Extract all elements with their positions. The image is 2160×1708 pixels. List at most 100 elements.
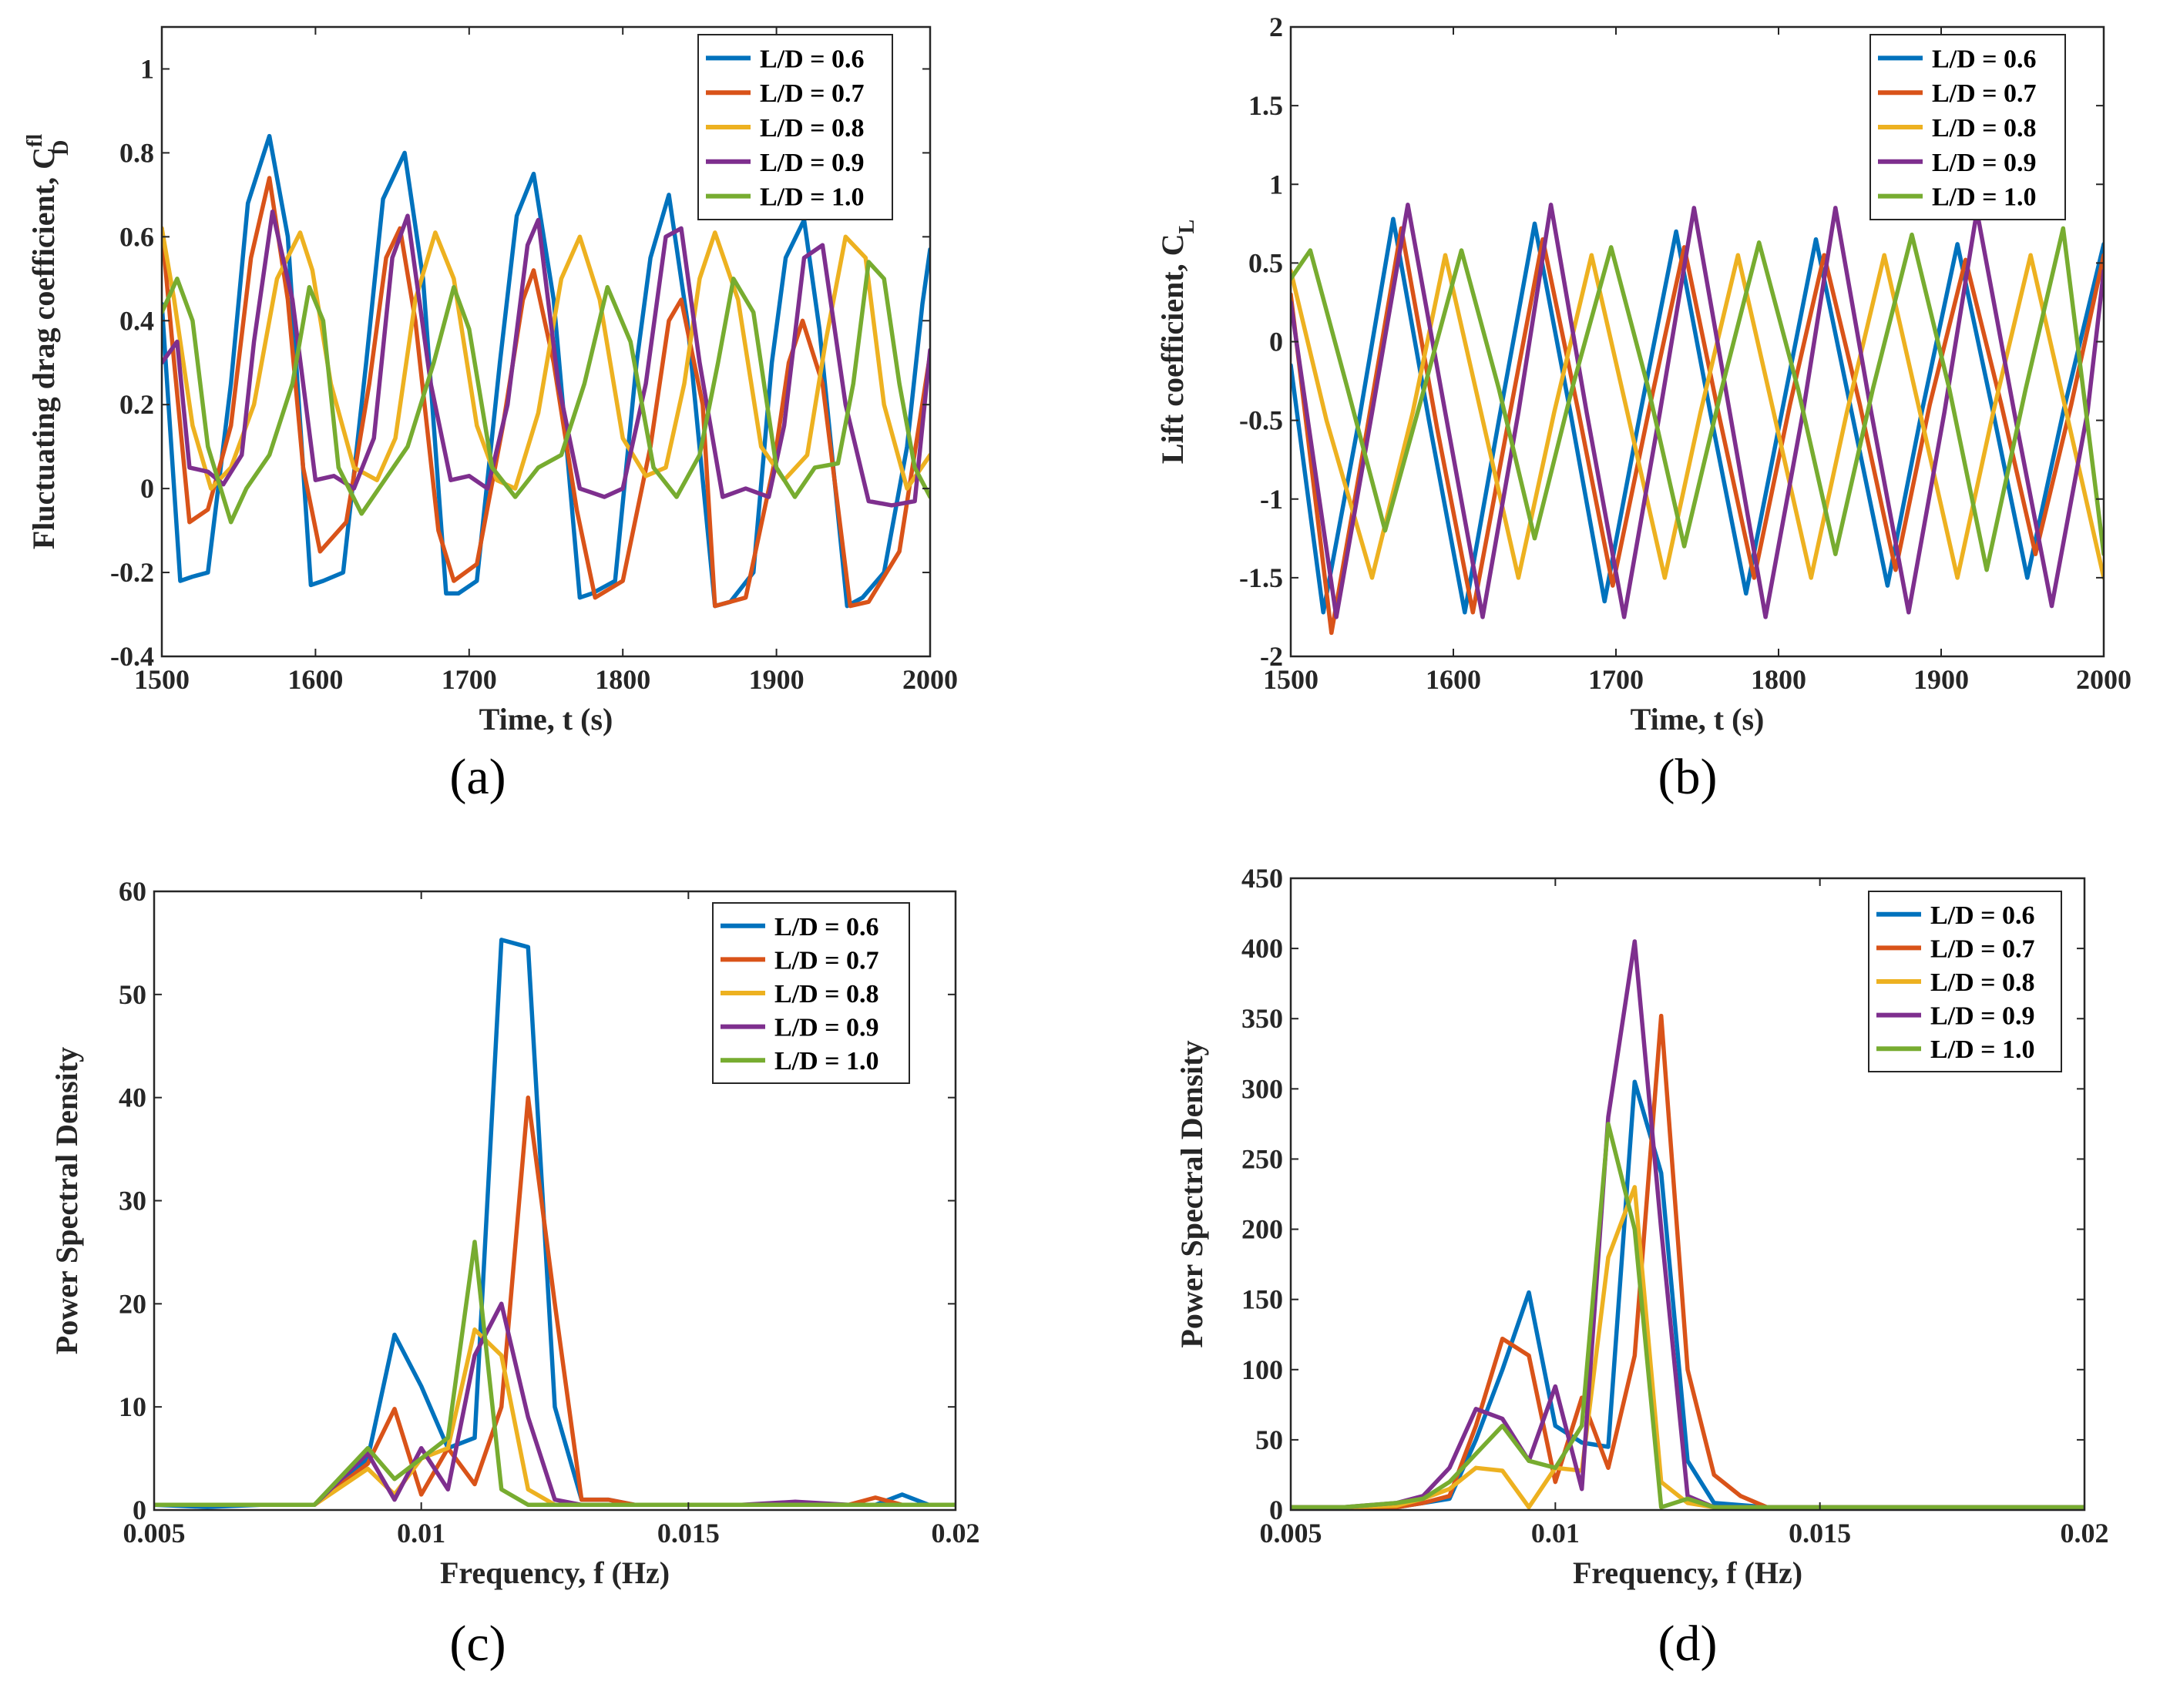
- y-tick-label: 0: [1269, 327, 1283, 357]
- legend-entry: L/D = 0.7: [760, 79, 865, 108]
- legend-entry: L/D = 0.9: [774, 1014, 879, 1042]
- series-line-a-3: [162, 209, 930, 508]
- y-tick-label: -2: [1260, 641, 1283, 672]
- series-line-c-1: [154, 1095, 956, 1508]
- legend-entry: L/D = 0.7: [1932, 79, 2037, 108]
- y-tick-label: 50: [1255, 1424, 1283, 1455]
- x-tick-label: 0.015: [1789, 1518, 1851, 1549]
- series-line-b-3: [1291, 203, 2104, 619]
- x-tick-label: 1800: [1751, 664, 1806, 695]
- legend-entry: L/D = 0.6: [1930, 901, 2035, 930]
- legend-entry: L/D = 0.6: [1932, 45, 2037, 73]
- legend-entry: L/D = 0.8: [1932, 114, 2037, 143]
- x-tick-label: 1900: [749, 664, 805, 695]
- legend-entry: L/D = 0.6: [760, 45, 865, 73]
- legend-entry: L/D = 0.8: [760, 114, 865, 143]
- y-tick-label: 1.5: [1248, 90, 1283, 121]
- y-tick-label: 30: [119, 1186, 146, 1216]
- y-tick-label: 400: [1241, 933, 1283, 964]
- y-tick-label: 200: [1241, 1214, 1283, 1245]
- chart-b: 1500 1600 1700 1800 1900 2000 -2 -1.5 -1 -0.5 0 0.5…: [1155, 12, 2131, 805]
- panel-label-b: (b): [1658, 749, 1718, 805]
- x-tick-label: 1900: [1913, 664, 1969, 695]
- y-tick-label: 0: [1269, 1495, 1283, 1525]
- x-tick-label: 0.01: [1531, 1518, 1580, 1549]
- x-axis-label: Time, t (s): [479, 702, 613, 737]
- x-tick-label: 1600: [1426, 664, 1481, 695]
- series-line-b-2: [1291, 253, 2104, 580]
- y-axis-label-sup: fl: [23, 134, 47, 147]
- legend-entry: L/D = 1.0: [774, 1047, 879, 1075]
- y-axis-label-main: Fluctuating drag coefficient, C: [26, 147, 61, 549]
- chart-c: 0.005 0.01 0.015 0.02 0 10 20 30 40 50 60 Frequency…: [49, 876, 980, 1672]
- panel-label-c: (c): [449, 1616, 506, 1672]
- x-tick-label: 0.015: [657, 1518, 720, 1549]
- y-tick-label: 0.8: [119, 137, 154, 168]
- y-tick-label: -0.5: [1239, 405, 1283, 436]
- y-tick-label: -1.5: [1239, 562, 1283, 593]
- series-line-b-1: [1291, 226, 2104, 636]
- y-tick-label: -0.2: [110, 557, 154, 588]
- series-group-b: [1291, 203, 2104, 636]
- y-tick-label: 0.6: [119, 221, 154, 252]
- y-tick-label: 250: [1241, 1143, 1283, 1174]
- x-axis-label: Frequency, f (Hz): [440, 1555, 670, 1590]
- legend-entry: L/D = 0.9: [1930, 1002, 2035, 1031]
- y-axis-label: Power Spectral Density: [1174, 1040, 1209, 1347]
- panel-label-d: (d): [1658, 1616, 1718, 1672]
- axes-box-d: [1289, 877, 2086, 1512]
- y-axis-label-sub: L: [1175, 220, 1199, 234]
- y-tick-label: 60: [119, 876, 146, 907]
- x-tick-label: 1600: [287, 664, 343, 695]
- x-tick-label: 1800: [595, 664, 650, 695]
- x-axis-label: Frequency, f (Hz): [1573, 1555, 1802, 1590]
- x-tick-label: 0.02: [932, 1518, 980, 1549]
- legend-entry: L/D = 1.0: [1932, 183, 2037, 212]
- y-tick-label: 40: [119, 1082, 146, 1113]
- y-tick-label: 1: [1269, 169, 1283, 200]
- y-tick-label: 450: [1241, 863, 1283, 894]
- series-line-c-2: [154, 1327, 956, 1508]
- y-tick-label: 1: [140, 53, 154, 84]
- y-tick-label: 0.2: [119, 389, 154, 420]
- x-tick-label: 0.005: [1260, 1518, 1322, 1549]
- legend-a: L/D = 0.6 L/D = 0.7 L/D = 0.8 L/D = 0.9 L/D …: [697, 34, 893, 220]
- legend-entry: L/D = 1.0: [760, 183, 865, 212]
- axes-box-a: [160, 25, 932, 658]
- x-tick-label: 1500: [1263, 664, 1319, 695]
- legend-b: L/D = 0.6 L/D = 0.7 L/D = 0.8 L/D = 0.9 L/D …: [1869, 34, 2066, 220]
- legend-entry: L/D = 1.0: [1930, 1035, 2035, 1064]
- legend-c: L/D = 0.6 L/D = 0.7 L/D = 0.8 L/D = 0.9 L/D …: [712, 902, 910, 1084]
- panel-label-a: (a): [449, 749, 506, 805]
- y-axis-label: Power Spectral Density: [49, 1047, 84, 1354]
- y-tick-label: -1: [1260, 484, 1283, 515]
- series-line-a-0: [162, 133, 930, 609]
- y-tick-label: 100: [1241, 1354, 1283, 1385]
- chart-a: 1500 1600 1700 1800 1900 2000 -0.4 -0.2 0 0.2 0.4 0…: [23, 25, 958, 805]
- series-group-d: [1291, 939, 2084, 1510]
- y-axis-label-main: Power Spectral Density: [49, 1047, 84, 1354]
- y-tick-label: 2: [1269, 12, 1283, 42]
- y-axis-label-main: Lift coefficient, C: [1155, 233, 1190, 464]
- y-tick-label: 0.5: [1248, 247, 1283, 278]
- x-axis-label: Time, t (s): [1631, 702, 1765, 737]
- x-tick-label: 1700: [442, 664, 497, 695]
- legend-entry: L/D = 0.9: [1932, 149, 2037, 177]
- y-tick-label: 0.4: [119, 305, 154, 336]
- legend-d: L/D = 0.6 L/D = 0.7 L/D = 0.8 L/D = 0.9 L/D …: [1868, 891, 2062, 1072]
- series-line-d-4: [1291, 1122, 2084, 1510]
- series-line-d-1: [1291, 1013, 2084, 1510]
- x-tick-label: 2000: [2076, 664, 2131, 695]
- series-group-a: [162, 133, 930, 609]
- y-tick-label: 350: [1241, 1003, 1283, 1034]
- y-tick-label: 150: [1241, 1284, 1283, 1315]
- legend-entry: L/D = 0.8: [774, 980, 879, 1008]
- series-line-a-4: [162, 260, 930, 525]
- y-axis-label-main: Power Spectral Density: [1174, 1040, 1209, 1347]
- x-tick-label: 0.01: [397, 1518, 445, 1549]
- y-tick-label: 0: [133, 1495, 146, 1525]
- y-tick-label: 20: [119, 1288, 146, 1319]
- y-axis-label-sub: D: [49, 140, 73, 156]
- legend-entry: L/D = 0.6: [774, 913, 879, 941]
- x-tick-label: 1500: [134, 664, 190, 695]
